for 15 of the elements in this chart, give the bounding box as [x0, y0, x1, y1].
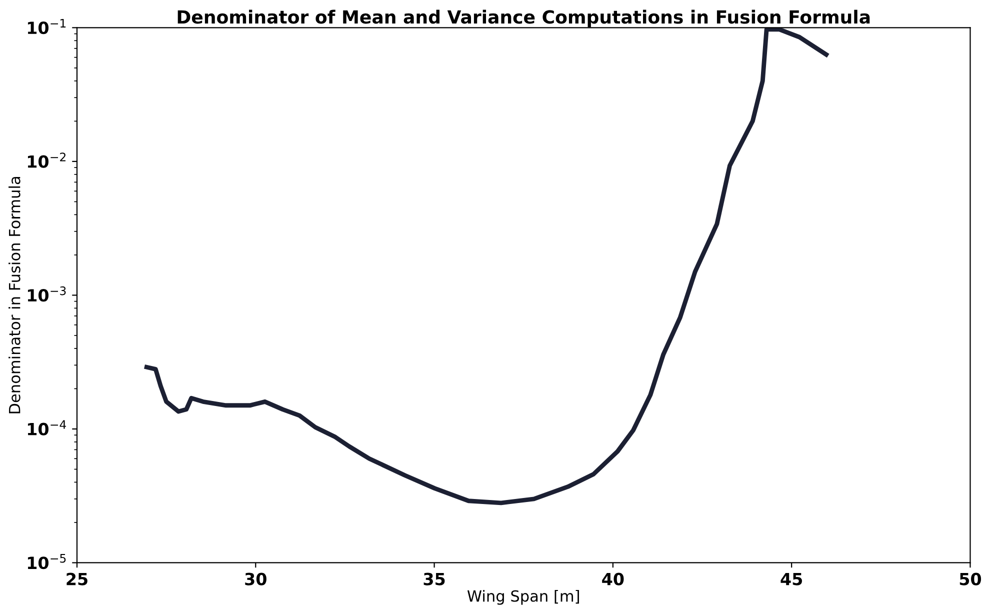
y-tick-label: 10$^{−5}$	[28, 554, 66, 570]
chart-title: Denominator of Mean and Variance Computations in Fusion Formula	[178, 10, 870, 28]
y-tick-label: 10$^{−4}$	[28, 420, 66, 436]
x-tick-label: 45	[780, 572, 802, 586]
x-tick-label: 25	[66, 572, 88, 586]
x-tick-label: 40	[602, 572, 624, 586]
x-tick-label: 50	[960, 572, 982, 586]
y-tick-label: 10$^{−2}$	[28, 152, 66, 168]
x-tick-label: 30	[245, 572, 266, 586]
y-axis-title: Denominator in Fusion Formula	[8, 177, 20, 414]
x-axis-title: Wing Span [m]	[467, 590, 579, 605]
y-tick-label: 10$^{−1}$	[28, 19, 66, 34]
y-tick-label: 10$^{−3}$	[28, 286, 66, 302]
x-tick-label: 35	[424, 572, 445, 586]
line-series	[144, 28, 828, 506]
